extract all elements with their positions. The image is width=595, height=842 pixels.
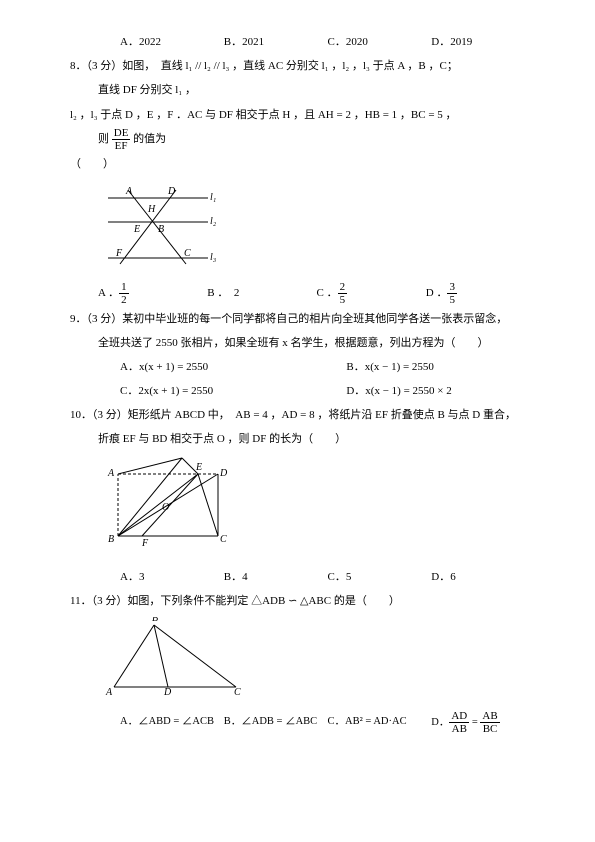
frac-n: 1 bbox=[119, 281, 129, 294]
q8-stem4-post: 的值为 bbox=[130, 133, 166, 145]
q8-stem4-pre: 则 bbox=[98, 133, 112, 145]
q7-opt-a: A．2022 bbox=[120, 30, 224, 54]
q8-opt-b: B ． 2 bbox=[207, 281, 316, 306]
q11-opt-a: A．∠ABD = ∠ACB bbox=[120, 710, 224, 735]
q11-opt-b: B．∠ADB = ∠ABC bbox=[224, 710, 328, 735]
svg-text:l₁: l₁ bbox=[210, 192, 216, 203]
q9-opt-b: B．x(x − 1) = 2550 bbox=[346, 355, 535, 379]
q8-main-fraction: DEEF bbox=[112, 127, 131, 152]
q10-opt-a: A．3 bbox=[120, 565, 224, 589]
frac-d: EF bbox=[112, 140, 131, 152]
q7-opt-c: C．2020 bbox=[328, 30, 432, 54]
q9-opt-a: A．x(x + 1) = 2550 bbox=[120, 355, 346, 379]
svg-text:B: B bbox=[108, 534, 114, 545]
q8-paren: （ ） bbox=[70, 152, 535, 176]
svg-text:B: B bbox=[152, 617, 158, 624]
svg-text:C: C bbox=[234, 687, 241, 697]
q11-options: A．∠ABD = ∠ACB B．∠ADB = ∠ABC C．AB² = AD·A… bbox=[120, 710, 535, 735]
q7-opt-b: B．2021 bbox=[224, 30, 328, 54]
svg-text:B: B bbox=[158, 224, 164, 235]
q8-diagram: A Dl₁ HE Bl₂ F Cl₃ bbox=[98, 180, 535, 277]
svg-text:C: C bbox=[220, 534, 227, 545]
q8-opt-d: D ．35 bbox=[426, 281, 535, 306]
q11-diagram: B A D C bbox=[98, 617, 535, 706]
q10-options: A．3 B．4 C．5 D．6 bbox=[120, 565, 535, 589]
q10-opt-d: D．6 bbox=[431, 565, 535, 589]
opt-label: C ． bbox=[317, 287, 338, 299]
svg-text:A: A bbox=[107, 468, 115, 479]
q10-opt-c: C．5 bbox=[328, 565, 432, 589]
svg-text:C: C bbox=[184, 248, 191, 259]
q9-stem-2: 全班共送了 2550 张相片，如果全班有 x 名学生，根据题意，列出方程为（ ） bbox=[98, 331, 535, 355]
opt-label: D． bbox=[431, 717, 449, 728]
q8-opt-a: A ．12 bbox=[98, 281, 207, 306]
eq: = bbox=[469, 717, 480, 728]
q7-options: A．2022 B．2021 C．2020 D．2019 bbox=[120, 30, 535, 54]
q8-opt-c: C ．25 bbox=[317, 281, 426, 306]
q7-opt-d: D．2019 bbox=[431, 30, 535, 54]
frac-n: AD bbox=[449, 710, 469, 723]
frac-n: 3 bbox=[447, 281, 457, 294]
opt-label: D ． bbox=[426, 287, 448, 299]
svg-text:F: F bbox=[115, 248, 123, 259]
frac-d: 5 bbox=[338, 294, 348, 306]
svg-text:D: D bbox=[219, 468, 228, 479]
q10-opt-b: B．4 bbox=[224, 565, 328, 589]
q8-stem-3: l₂ ，l₃ 于点 D ，E ，F ．AC 与 DF 相交于点 H ，且 AH … bbox=[70, 103, 535, 127]
q9-opt-c: C．2x(x + 1) = 2550 bbox=[120, 379, 346, 403]
svg-text:F: F bbox=[141, 538, 149, 549]
frac-d: 2 bbox=[119, 294, 129, 306]
q11-stem: 11．（3 分）如图，下列条件不能判定 △ADB ∽ △ABC 的是（ ） bbox=[70, 589, 535, 613]
q11-opt-d: D．ADAB = ABBC bbox=[431, 710, 535, 735]
q8-stem-4: 则 DEEF 的值为 bbox=[98, 127, 535, 152]
svg-text:D: D bbox=[167, 186, 176, 197]
frac-d: 5 bbox=[447, 294, 457, 306]
svg-text:E: E bbox=[195, 462, 202, 473]
q10-diagram: A A' E D O B F C bbox=[98, 456, 535, 561]
q11-opt-c: C．AB² = AD·AC bbox=[328, 710, 432, 735]
svg-text:O: O bbox=[162, 502, 169, 513]
svg-text:l₂: l₂ bbox=[210, 216, 217, 227]
svg-text:A: A bbox=[105, 687, 113, 697]
svg-text:D: D bbox=[163, 687, 172, 697]
frac-d: BC bbox=[480, 723, 499, 735]
opt-label: A ． bbox=[98, 287, 119, 299]
frac-n: 2 bbox=[338, 281, 348, 294]
frac-n: AB bbox=[480, 710, 499, 723]
q9-opt-d: D．x(x − 1) = 2550 × 2 bbox=[346, 379, 535, 403]
svg-text:H: H bbox=[147, 204, 156, 215]
q9-options-1: A．x(x + 1) = 2550 B．x(x − 1) = 2550 bbox=[120, 355, 535, 379]
q8-options: A ．12 B ． 2 C ．25 D ．35 bbox=[98, 281, 535, 306]
q8-stem-1: 8．（3 分）如图， 直线 l₁ // l₂ // l₃ ，直线 AC 分别交 … bbox=[70, 54, 535, 78]
q9-stem-1: 9．（3 分）某初中毕业班的每一个同学都将自己的相片向全班其他同学各送一张表示留… bbox=[70, 307, 535, 331]
svg-text:A: A bbox=[125, 186, 133, 197]
q10-stem-1: 10．（3 分）矩形纸片 ABCD 中， AB = 4 ，AD = 8 ，将纸片… bbox=[70, 403, 535, 427]
svg-text:E: E bbox=[133, 224, 140, 235]
frac-d: AB bbox=[449, 723, 469, 735]
q8-stem-2: 直线 DF 分别交 l₁ ， bbox=[98, 78, 535, 102]
svg-text:l₃: l₃ bbox=[210, 252, 217, 263]
svg-text:A': A' bbox=[179, 456, 189, 459]
q10-stem-2: 折痕 EF 与 BD 相交于点 O ，则 DF 的长为（ ） bbox=[98, 427, 535, 451]
q9-options-2: C．2x(x + 1) = 2550 D．x(x − 1) = 2550 × 2 bbox=[120, 379, 535, 403]
frac-n: DE bbox=[112, 127, 131, 140]
